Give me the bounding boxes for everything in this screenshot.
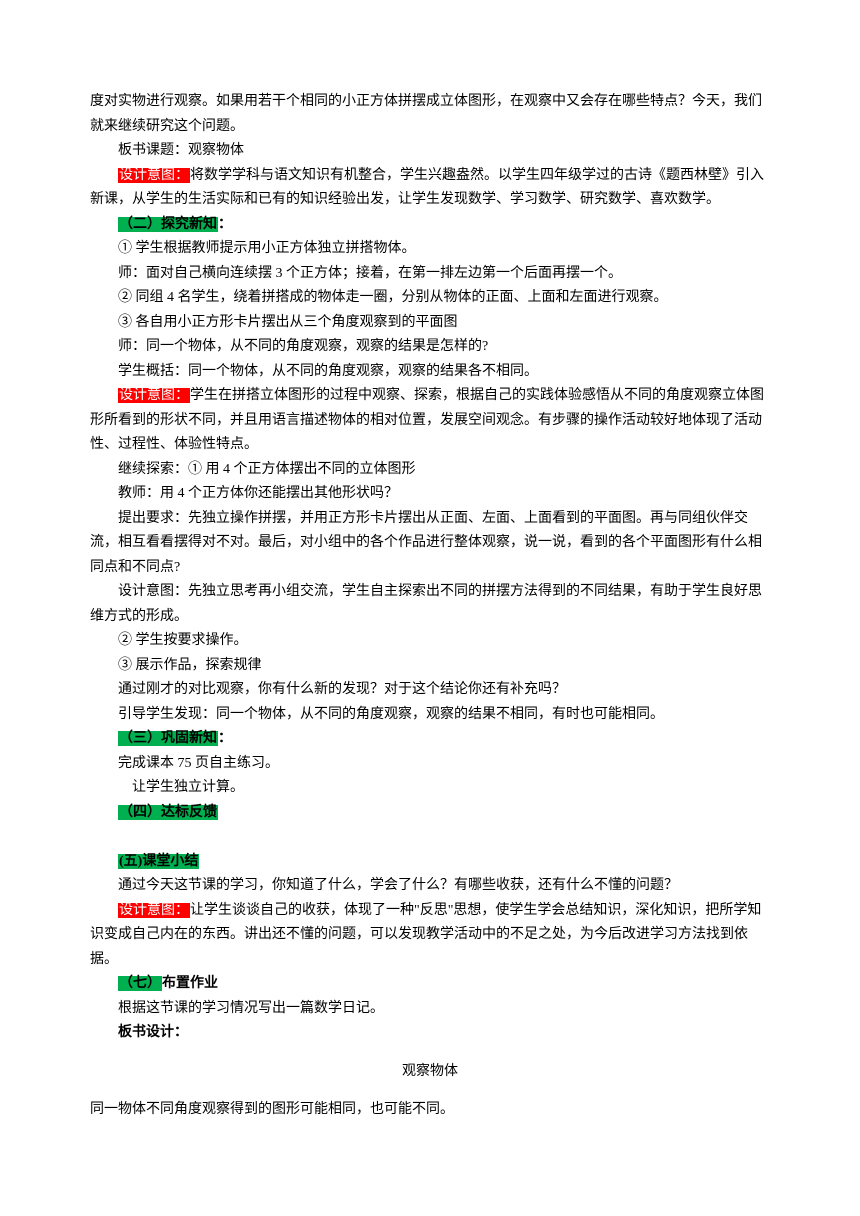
highlight-design-intent-2: 设计意图： xyxy=(118,388,190,403)
paragraph-teacher-2: 教师：用 4 个正方体你还能摆出其他形状吗？ xyxy=(90,482,770,507)
document-page: 度对实物进行观察。如果用若干个相同的小正方体拼摆成立体图形，在观察中又会存在哪些… xyxy=(0,0,860,1183)
text-design-intent-2-body: 学生在拼搭立体图形的过程中观察、探索，根据自己的实践体验感悟从不同的角度观察立体… xyxy=(90,388,764,452)
paragraph-design-intent-2: 设计意图：学生在拼搭立体图形的过程中观察、探索，根据自己的实践体验感悟从不同的角… xyxy=(90,384,770,458)
highlight-section-5: (五)课堂小结 xyxy=(118,854,199,869)
paragraph-design-intent-1: 设计意图：将数学学科与语文知识有机整合，学生兴趣盎然。以学生四年级学过的古诗《题… xyxy=(90,164,770,213)
paragraph-step-2b: ② 学生按要求操作。 xyxy=(90,629,770,654)
highlight-section-4: （四）达标反馈 xyxy=(118,805,218,820)
highlight-section-3: （三）巩固新知 xyxy=(118,731,218,746)
paragraph-teacher-q: 师：同一个物体，从不同的角度观察，观察的结果是怎样的? xyxy=(90,335,770,360)
highlight-section-7: （七） xyxy=(118,976,162,991)
paragraph-intro-continued: 度对实物进行观察。如果用若干个相同的小正方体拼摆成立体图形，在观察中又会存在哪些… xyxy=(90,90,770,139)
paragraph-student-summary: 学生概括：同一个物体，从不同的角度观察，观察的结果各不相同。 xyxy=(90,360,770,385)
paragraph-guide: 引导学生发现：同一个物体，从不同的角度观察，观察的结果不相同，有时也可能相同。 xyxy=(90,703,770,728)
text-design-intent-1-body: 将数学学科与语文知识有机整合，学生兴趣盎然。以学生四年级学过的古诗《题西林壁》引… xyxy=(90,168,764,208)
highlight-design-intent-4: 设计意图： xyxy=(118,903,190,918)
highlight-section-2: （二）探究新知 xyxy=(118,217,218,232)
text-homework-label: 布置作业 xyxy=(162,976,218,991)
paragraph-design-intent-3: 设计意图：先独立思考再小组交流，学生自主探索出不同的拼摆方法得到的不同结果，有助… xyxy=(90,580,770,629)
blank-line xyxy=(90,825,770,850)
paragraph-teacher-1: 师：面对自己横向连续摆 3 个正方体；接着，在第一排左边第一个后面再摆一个。 xyxy=(90,262,770,287)
paragraph-homework: 根据这节课的学习情况写出一篇数学日记。 xyxy=(90,997,770,1022)
paragraph-design-intent-4: 设计意图：让学生谈谈自己的收获，体现了一种"反思"思想，使学生学会总结知识，深化… xyxy=(90,899,770,973)
heading-explore: （二）探究新知： xyxy=(90,213,770,238)
paragraph-step-1: ① 学生根据教师提示用小正方体独立拼搭物体。 xyxy=(90,237,770,262)
paragraph-exercise: 完成课本 75 页自主练习。 xyxy=(90,752,770,777)
board-title: 观察物体 xyxy=(90,1060,770,1085)
paragraph-independent: 让学生独立计算。 xyxy=(90,776,770,801)
heading-board-design: 板书设计： xyxy=(90,1021,770,1046)
text-colon-2: ： xyxy=(218,217,232,232)
paragraph-step-2: ② 同组 4 名学生，绕着拼搭成的物体走一圈，分别从物体的正面、上面和左面进行观… xyxy=(90,286,770,311)
heading-summary: (五)课堂小结 xyxy=(90,850,770,875)
paragraph-requirement: 提出要求：先独立操作拼摆，并用正方形卡片摆出从正面、左面、上面看到的平面图。再与… xyxy=(90,507,770,581)
text-design-intent-4-body: 让学生谈谈自己的收获，体现了一种"反思"思想，使学生学会总结知识，深化知识，把所… xyxy=(90,903,761,967)
highlight-design-intent-1: 设计意图： xyxy=(118,168,190,183)
paragraph-summary-q: 通过今天这节课的学习，你知道了什么，学会了什么？有哪些收获，还有什么不懂的问题？ xyxy=(90,874,770,899)
paragraph-step-3: ③ 各自用小正方形卡片摆出从三个角度观察到的平面图 xyxy=(90,311,770,336)
heading-feedback: （四）达标反馈 xyxy=(90,801,770,826)
paragraph-board-title: 板书课题：观察物体 xyxy=(90,139,770,164)
paragraph-conclusion: 同一物体不同角度观察得到的图形可能相同，也可能不同。 xyxy=(90,1098,770,1123)
heading-consolidate: （三）巩固新知： xyxy=(90,727,770,752)
heading-homework: （七）布置作业 xyxy=(90,972,770,997)
paragraph-compare: 通过刚才的对比观察，你有什么新的发现？对于这个结论你还有补充吗？ xyxy=(90,678,770,703)
paragraph-continue-1: 继续探索：① 用 4 个正方体摆出不同的立体图形 xyxy=(90,458,770,483)
paragraph-step-3b: ③ 展示作品，探索规律 xyxy=(90,654,770,679)
text-colon-3: ： xyxy=(218,731,232,746)
